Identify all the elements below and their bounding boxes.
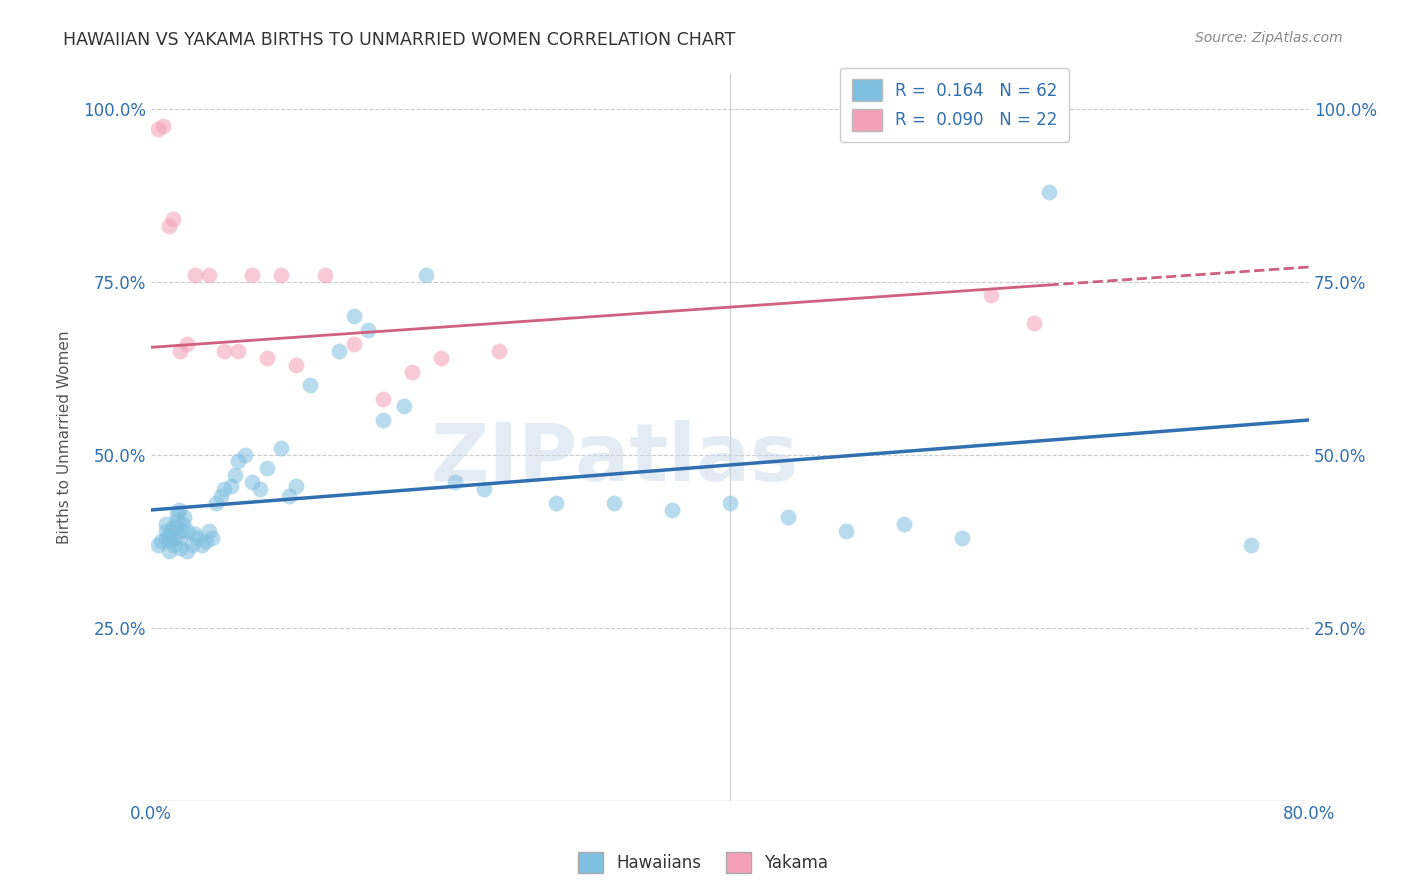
Text: HAWAIIAN VS YAKAMA BIRTHS TO UNMARRIED WOMEN CORRELATION CHART: HAWAIIAN VS YAKAMA BIRTHS TO UNMARRIED W… (63, 31, 735, 49)
Point (150, 534, 173, 549)
Point (718, 496, 741, 510)
Point (1022, 316, 1045, 330)
Point (224, 468, 246, 483)
Point (242, 268, 264, 282)
Legend: Hawaiians, Yakama: Hawaiians, Yakama (571, 846, 835, 880)
Point (226, 454, 249, 468)
Point (950, 531, 973, 545)
Point (980, 288, 1002, 302)
Point (159, 529, 181, 543)
Point (157, 544, 180, 558)
Point (343, 336, 366, 351)
Point (401, 365, 423, 379)
Point (191, 537, 214, 551)
Point (603, 496, 626, 510)
Point (183, 268, 205, 282)
Point (212, 482, 235, 496)
Point (219, 479, 242, 493)
Text: Source: ZipAtlas.com: Source: ZipAtlas.com (1195, 31, 1343, 45)
Point (256, 351, 278, 365)
Point (284, 479, 307, 493)
Point (183, 527, 205, 541)
Point (157, 219, 180, 234)
Point (172, 516, 194, 531)
Point (357, 323, 380, 337)
Point (444, 475, 467, 490)
Point (209, 489, 232, 503)
Point (233, 448, 256, 462)
Point (155, 516, 177, 531)
Point (415, 268, 437, 282)
Point (166, 513, 188, 527)
Point (162, 520, 184, 534)
Point (186, 531, 208, 545)
Point (488, 343, 510, 358)
Text: ZIPatlas: ZIPatlas (430, 420, 799, 498)
Point (169, 541, 191, 555)
Point (169, 343, 191, 358)
Point (166, 507, 188, 521)
Point (165, 520, 187, 534)
Point (148, 537, 170, 551)
Point (314, 268, 336, 282)
Point (176, 336, 198, 351)
Point (148, 122, 170, 136)
Point (394, 399, 416, 413)
Point (176, 524, 198, 538)
Point (152, 119, 174, 133)
Point (176, 544, 198, 558)
Point (195, 534, 218, 549)
Point (299, 378, 322, 392)
Point (155, 531, 177, 545)
Point (226, 343, 249, 358)
Point (270, 441, 292, 455)
Point (162, 212, 184, 227)
Point (270, 268, 292, 282)
Point (429, 351, 451, 365)
Point (277, 489, 299, 503)
Point (893, 516, 915, 531)
Legend: R =  0.164   N = 62, R =  0.090   N = 22: R = 0.164 N = 62, R = 0.090 N = 22 (841, 68, 1069, 142)
Point (198, 268, 221, 282)
Point (212, 343, 235, 358)
Point (205, 496, 228, 510)
Point (170, 524, 193, 538)
Point (249, 482, 271, 496)
Point (661, 503, 683, 517)
Point (371, 392, 394, 407)
Point (169, 531, 191, 545)
Point (546, 496, 568, 510)
Point (198, 524, 221, 538)
Point (180, 537, 202, 551)
Point (242, 475, 264, 490)
Point (201, 531, 224, 545)
Point (157, 534, 180, 549)
Point (776, 509, 799, 524)
Point (155, 524, 177, 538)
Point (167, 503, 190, 517)
Point (343, 309, 366, 323)
Point (163, 531, 186, 545)
Point (163, 537, 186, 551)
Point (328, 343, 350, 358)
Point (371, 413, 394, 427)
Point (1240, 537, 1263, 551)
Point (173, 509, 195, 524)
Point (256, 461, 278, 475)
Y-axis label: Births to Unmarried Women: Births to Unmarried Women (58, 331, 72, 544)
Point (284, 358, 307, 372)
Point (472, 482, 495, 496)
Point (835, 524, 858, 538)
Point (160, 524, 183, 538)
Point (1038, 185, 1060, 199)
